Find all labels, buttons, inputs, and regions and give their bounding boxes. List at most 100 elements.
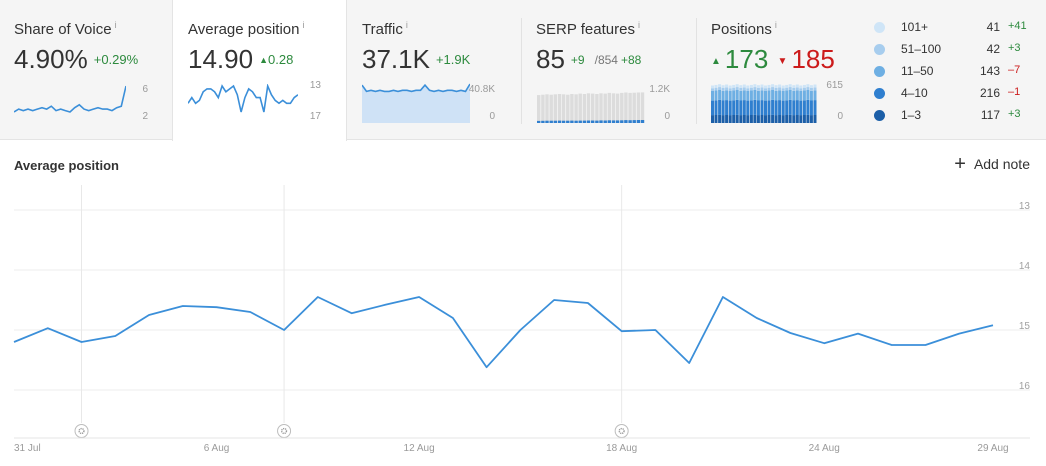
average-position-value: 14.90 ▲0.28: [188, 44, 294, 74]
positions-bar-segment: [813, 100, 817, 115]
positions-bar-segment: [742, 84, 746, 88]
positions-bar-segment: [749, 100, 753, 115]
serp-features-axis-top: 1.2K: [649, 84, 670, 95]
positions-bar-segment: [802, 84, 806, 88]
serp-features-axis-bottom: 0: [664, 111, 670, 122]
positions-bar-segment: [728, 91, 732, 101]
positions-bar-segment: [802, 100, 806, 115]
positions-bar-segment: [725, 90, 729, 101]
positions-bar-segment: [795, 115, 799, 123]
positions-bar-segment: [749, 90, 753, 101]
info-icon[interactable]: i: [774, 20, 777, 30]
divider: [521, 18, 522, 124]
positions-bar-segment: [732, 87, 736, 91]
traffic-value: 37.1K +1.9K: [362, 44, 471, 74]
positions-bar-segment: [749, 115, 753, 123]
positions-bar-segment: [718, 87, 722, 90]
legend-change: +3: [1008, 42, 1021, 54]
positions-bar-segment: [714, 100, 718, 115]
average-position-chart[interactable]: 13 14 15 16 31 Jul 6 Aug 12 Aug 18 Aug 24 Aug 29 …: [0, 185, 1046, 466]
positions-bar-segment: [771, 90, 775, 100]
legend-dot: [874, 44, 885, 55]
positions-bar-segment: [732, 100, 736, 115]
serp-feature-bar: [570, 120, 574, 123]
positions-bar-segment: [746, 91, 750, 101]
serp-total-bar: [591, 93, 595, 123]
info-icon[interactable]: i: [405, 20, 408, 30]
average-position-line[interactable]: [13, 296, 994, 369]
serp-total-bar: [549, 94, 553, 123]
serp-features-bars: [537, 92, 645, 123]
positions-bar-segment: [721, 90, 725, 101]
info-icon[interactable]: i: [114, 20, 117, 30]
serp-feature-bar: [640, 120, 645, 123]
positions-bar-segment: [735, 84, 739, 87]
x-tick-label: 31 Jul: [14, 443, 41, 454]
average-position-card[interactable]: Average position i 14.90 ▲0.28 13 17: [172, 0, 347, 141]
x-tick-label: 12 Aug: [404, 443, 435, 454]
traffic-line: [362, 83, 470, 93]
positions-bar-segment: [711, 88, 714, 91]
positions-bar-segment: [799, 85, 803, 89]
positions-bar-segment: [792, 100, 796, 116]
arrow-down-icon: ▼: [777, 56, 788, 67]
legend-change: –1: [1008, 86, 1021, 98]
positions-bar-segment: [764, 100, 767, 116]
legend-row[interactable]: 101+ 41 +41: [874, 18, 1039, 40]
positions-bar-segment: [792, 85, 796, 88]
positions-bar-segment: [714, 90, 718, 101]
positions-down: ▼ 185: [777, 44, 835, 74]
info-icon[interactable]: i: [302, 20, 305, 30]
average-position-delta: ▲0.28: [259, 52, 294, 67]
positions-bar-segment: [767, 87, 771, 91]
gear-icon[interactable]: [74, 424, 89, 438]
serp-feature-bar: [578, 120, 582, 123]
serp-total-bar: [620, 92, 624, 123]
positions-bar-segment: [735, 87, 739, 90]
info-icon[interactable]: i: [637, 20, 640, 30]
serp-feature-bar: [615, 120, 620, 123]
serp-feature-bar: [566, 120, 570, 123]
positions-bar-segment: [760, 84, 764, 88]
legend-row[interactable]: 11–50 143 –7: [874, 62, 1039, 84]
serp-features-label: SERP features i: [536, 20, 640, 38]
traffic-card[interactable]: Traffic i 37.1K +1.9K 40.8K 0: [347, 0, 521, 140]
gear-icon[interactable]: [614, 424, 629, 438]
positions-value: ▲ 173 ▼ 185: [711, 44, 835, 75]
positions-bar-segment: [788, 114, 792, 123]
positions-bar-segment: [714, 115, 718, 123]
serp-features-card[interactable]: SERP features i 85 +9/854 +88 1.2K 0: [522, 0, 696, 140]
legend-change: +3: [1008, 108, 1021, 120]
average-position-line: [188, 84, 298, 113]
positions-bar-segment: [753, 84, 757, 87]
traffic-label: Traffic i: [362, 20, 408, 38]
serp-feature-bar: [620, 120, 624, 123]
y-tick-label: 14: [1019, 261, 1031, 272]
legend-row[interactable]: 1–3 117 +3: [874, 106, 1039, 128]
y-tick-label: 15: [1019, 321, 1031, 332]
gear-icon[interactable]: [277, 424, 292, 438]
serp-total-bar: [632, 92, 636, 123]
positions-bar-segment: [753, 99, 757, 115]
serp-total-bar: [557, 94, 562, 123]
add-note-button[interactable]: + Add note: [954, 154, 1030, 174]
legend-count: 41: [986, 20, 1000, 34]
serp-feature-bar: [632, 120, 636, 123]
positions-bar-segment: [753, 87, 757, 90]
positions-up: ▲ 173: [711, 44, 769, 74]
positions-label: Positions i: [711, 20, 777, 38]
share-of-voice-card[interactable]: Share of Voice i 4.90% +0.29% 6 2: [0, 0, 172, 140]
legend-row[interactable]: 4–10 216 –1: [874, 84, 1039, 106]
legend-row[interactable]: 51–100 42 +3: [874, 40, 1039, 62]
positions-bar-segment: [760, 87, 764, 91]
positions-card[interactable]: Positions i ▲ 173 ▼ 185 615 0: [697, 0, 874, 140]
serp-feature-bar: [611, 120, 616, 123]
serp-feature-bar: [603, 120, 607, 123]
share-of-voice-delta: +0.29%: [93, 52, 139, 67]
serp-total-bar: [607, 92, 611, 123]
positions-bar-segment: [732, 115, 736, 123]
serp-total-bar: [599, 93, 603, 123]
arrow-up-icon: ▲: [259, 55, 268, 65]
positions-bar-segment: [767, 115, 771, 123]
positions-bar-segment: [778, 90, 782, 101]
